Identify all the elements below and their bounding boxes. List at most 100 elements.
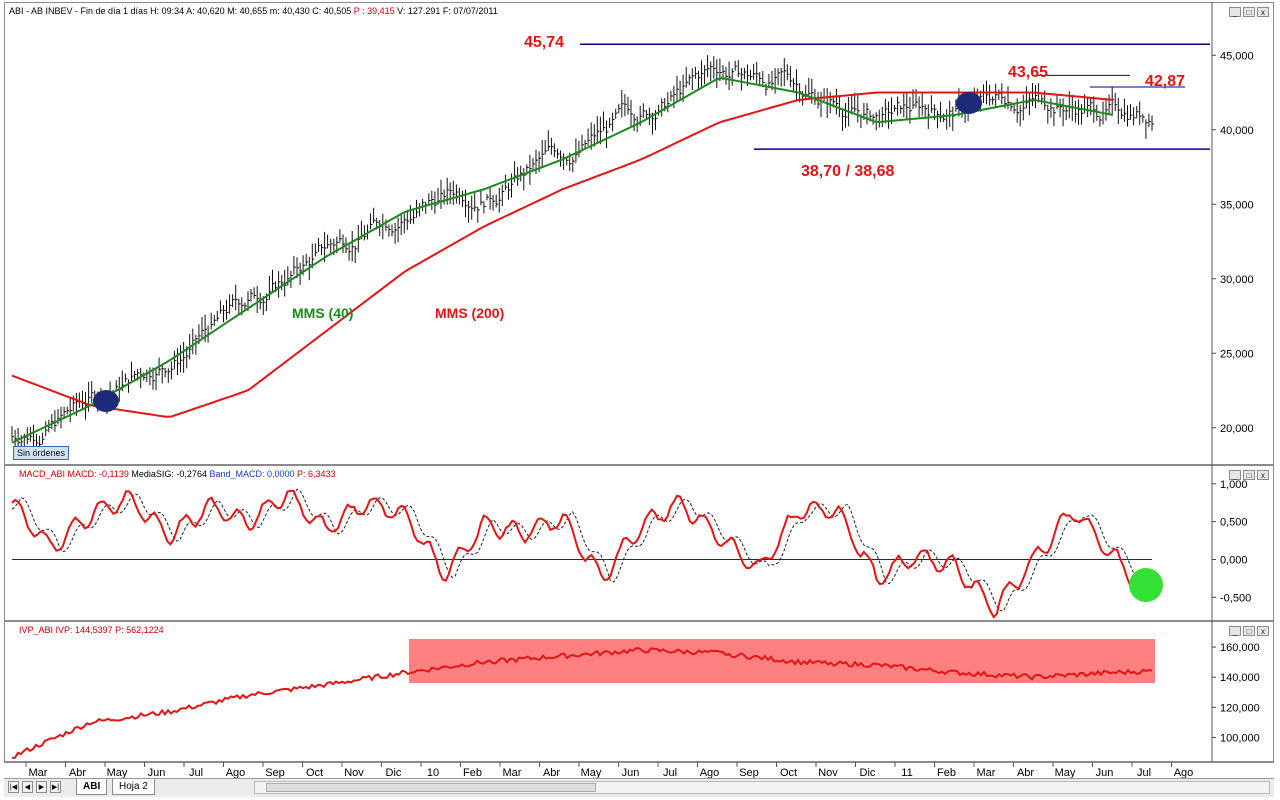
x-tick-label: Mar (29, 767, 48, 779)
prev-sheet-button[interactable]: ◀ (22, 781, 33, 793)
x-tick-label: May (1055, 767, 1076, 779)
volume: V: 127.291 (397, 6, 441, 16)
x-tick-label: 11 (901, 767, 912, 779)
price-bars (11, 55, 1154, 459)
y-tick-label: 140,000 (1220, 672, 1260, 684)
x-axis-strip (4, 762, 1274, 779)
ma200-line (11, 91, 1113, 418)
y-tick-label: 0,500 (1220, 517, 1248, 529)
title-prefix: ABI - AB INBEV - Fin de día 1 días (9, 6, 148, 16)
ivp-window-buttons: _ □ x (1229, 626, 1269, 636)
ma40-line (11, 76, 1113, 444)
x-tick-label: Jun (622, 767, 640, 779)
x-tick-label: Abr (1017, 767, 1034, 779)
y-tick-label: 45,000 (1220, 50, 1254, 62)
y-tick-label: 40,000 (1220, 125, 1254, 137)
macd-header: MACD_ABI MACD: -0,1139 MediaSIG: -0,2764… (19, 469, 336, 479)
x-tick-label: Ago (1174, 767, 1194, 779)
x-tick-label: Jul (663, 767, 677, 779)
crossover-marker (956, 92, 982, 114)
ivp-name: IVP_ABI (19, 625, 54, 635)
x-tick-label: Dic (386, 767, 402, 779)
x-tick-label: Abr (69, 767, 86, 779)
y-tick-label: 25,000 (1220, 348, 1254, 360)
close-button[interactable]: x (1257, 470, 1269, 480)
first-sheet-button[interactable]: |◀ (8, 781, 19, 793)
maximize-button[interactable]: □ (1243, 626, 1255, 636)
ivp-value: IVP: 144,5397 (55, 625, 113, 635)
tab-abi[interactable]: ABI (76, 779, 108, 795)
tab-hoja-2[interactable]: Hoja 2 (112, 779, 155, 795)
ma200-label: MMS (200) (435, 305, 504, 321)
y-tick-label: 0,000 (1220, 554, 1248, 566)
maximize-button[interactable]: □ (1243, 7, 1255, 17)
x-tick-label: Jun (148, 767, 166, 779)
stat-c: C: 40,505 (312, 6, 354, 16)
x-tick-label: Feb (463, 767, 482, 779)
x-tick-label: Abr (543, 767, 560, 779)
x-tick-label: Jul (189, 767, 203, 779)
scrollbar-thumb[interactable] (266, 783, 596, 792)
macd-p: P: 6,3433 (297, 469, 336, 479)
stat-h: H: 09:34 (150, 6, 187, 16)
date: F: 07/07/2011 (442, 6, 498, 16)
y-tick-label: 100,000 (1220, 732, 1260, 744)
x-tick-label: Dic (860, 767, 876, 779)
x-tick-label: Ago (226, 767, 246, 779)
x-tick-label: Sep (265, 767, 285, 779)
window-buttons: _ □ x (1229, 7, 1269, 17)
macd-line (11, 489, 1153, 619)
annotation-43-65: 43,65 (1008, 64, 1048, 81)
y-tick-label: 30,000 (1220, 274, 1254, 286)
macd-name: MACD_ABI (19, 469, 66, 479)
ivp-header: IVP_ABI IVP: 144,5397 P: 562,1224 (19, 625, 164, 635)
window-title: ABI - AB INBEV - Fin de día 1 días H: 09… (9, 6, 498, 16)
x-tick-label: Oct (306, 767, 323, 779)
macd-signal-line (11, 488, 1153, 612)
minimize-button[interactable]: _ (1229, 7, 1241, 17)
x-tick-label: May (581, 767, 602, 779)
y-tick-label: 160,000 (1220, 642, 1260, 654)
x-tick-label: Jul (1137, 767, 1151, 779)
x-tick-label: Oct (780, 767, 797, 779)
ohlc-stats: H: 09:34 A: 40,620 M: 40,655 m: 40,430 C… (150, 6, 354, 16)
next-sheet-button[interactable]: ▶ (36, 781, 47, 793)
x-tick-label: Feb (937, 767, 956, 779)
close-button[interactable]: x (1257, 626, 1269, 636)
ivp-p: P: 562,1224 (115, 625, 164, 635)
horizontal-scrollbar[interactable] (254, 781, 1270, 794)
minimize-button[interactable]: _ (1229, 626, 1241, 636)
macd-window-buttons: _ □ x (1229, 470, 1269, 480)
ivp-line (11, 647, 1153, 759)
close-button[interactable]: x (1257, 7, 1269, 17)
y-tick-label: 120,000 (1220, 702, 1260, 714)
orders-badge[interactable]: Sin órdenes (13, 446, 70, 460)
stat-m: m: 40,430 (269, 6, 313, 16)
macd-signal: MediaSIG: -0,2764 (131, 469, 207, 479)
stat-m: M: 40,655 (227, 6, 270, 16)
y-tick-label: -0,500 (1220, 592, 1251, 604)
y-tick-label: 1,000 (1220, 479, 1248, 491)
y-tick-label: 20,000 (1220, 423, 1254, 435)
maximize-button[interactable]: □ (1243, 470, 1255, 480)
macd-value: MACD: -0,1139 (67, 469, 129, 479)
x-tick-label: Nov (818, 767, 838, 779)
y-tick-label: 35,000 (1220, 199, 1254, 211)
x-tick-label: Nov (344, 767, 364, 779)
minimize-button[interactable]: _ (1229, 470, 1241, 480)
price-pane: ABI - AB INBEV - Fin de día 1 días H: 09… (4, 2, 1274, 465)
macd-signal-marker (1129, 568, 1163, 602)
last-sheet-button[interactable]: ▶| (50, 781, 61, 793)
crossover-marker (93, 390, 119, 412)
annotation-38-70: 38,70 / 38,68 (801, 163, 895, 180)
stat-a: A: 40,620 (186, 6, 228, 16)
ma40-label: MMS (40) (292, 305, 353, 321)
annotation-42-87: 42,87 (1145, 73, 1185, 90)
x-tick-label: Jun (1096, 767, 1114, 779)
sheet-tab-bar: |◀ ◀ ▶ ▶| ABI Hoja 2 (4, 778, 1274, 797)
x-tick-label: Mar (503, 767, 522, 779)
x-tick-label: Sep (739, 767, 759, 779)
x-tick-label: 10 (427, 767, 439, 779)
x-tick-label: May (107, 767, 128, 779)
